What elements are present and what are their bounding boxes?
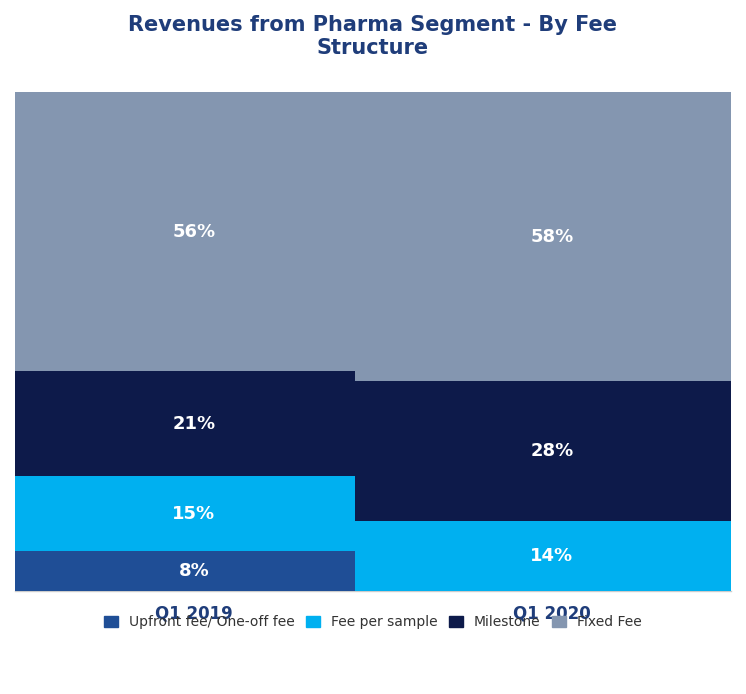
Bar	[355, 381, 746, 521]
Bar	[0, 371, 391, 476]
Bar	[355, 521, 746, 591]
Legend: Upfront fee/ One-off fee, Fee per sample, Milestone, Fixed Fee: Upfront fee/ One-off fee, Fee per sample…	[99, 610, 647, 635]
Text: 21%: 21%	[172, 415, 216, 433]
Bar	[355, 92, 746, 381]
Text: 14%: 14%	[530, 547, 574, 565]
Bar	[0, 551, 391, 591]
Bar	[0, 476, 391, 551]
Bar	[0, 92, 391, 371]
Title: Revenues from Pharma Segment - By Fee
Structure: Revenues from Pharma Segment - By Fee St…	[128, 15, 618, 58]
Text: 15%: 15%	[172, 505, 216, 523]
Text: 56%: 56%	[172, 223, 216, 241]
Text: 28%: 28%	[530, 442, 574, 460]
Text: 8%: 8%	[178, 562, 210, 580]
Text: 58%: 58%	[530, 228, 574, 246]
